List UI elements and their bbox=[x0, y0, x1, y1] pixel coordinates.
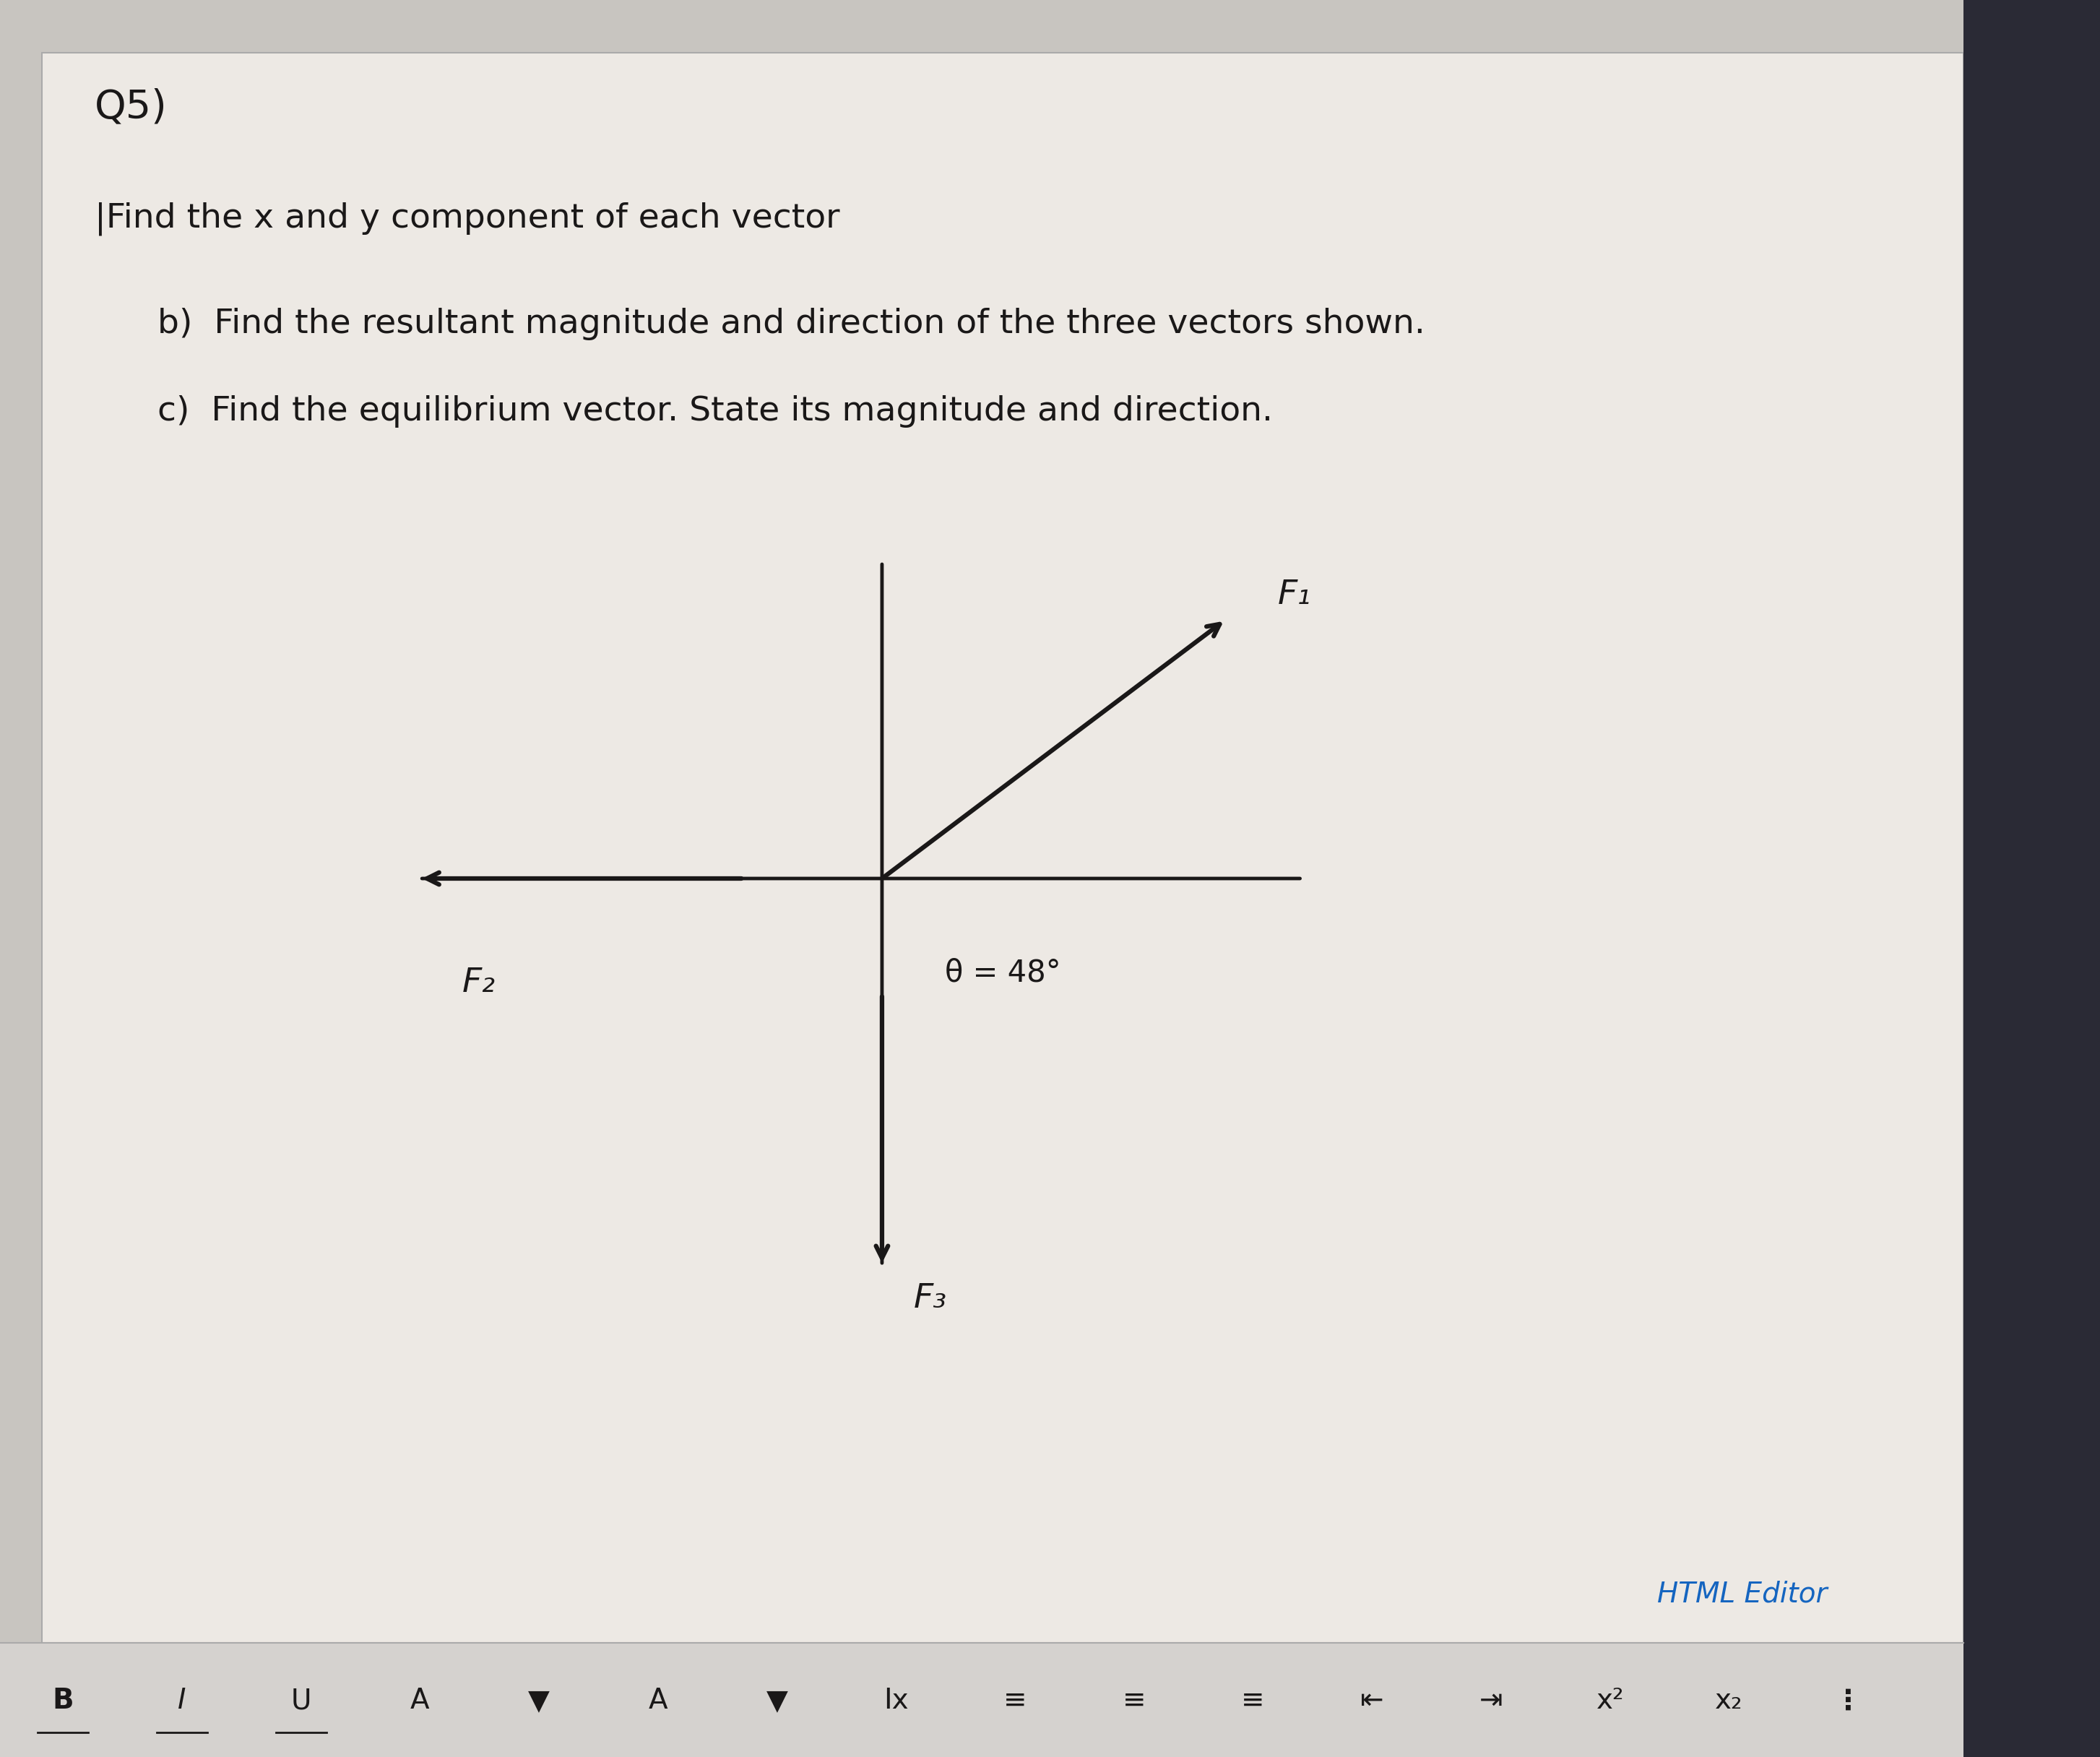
Text: x₂: x₂ bbox=[1716, 1687, 1743, 1715]
Text: ≡: ≡ bbox=[1241, 1687, 1264, 1715]
Text: |Find the x and y component of each vector: |Find the x and y component of each vect… bbox=[94, 202, 840, 235]
Text: F₂: F₂ bbox=[462, 966, 496, 1000]
Text: ≡: ≡ bbox=[1121, 1687, 1147, 1715]
Text: ▼: ▼ bbox=[767, 1687, 788, 1715]
Text: Ix: Ix bbox=[884, 1687, 909, 1715]
Text: A: A bbox=[410, 1687, 430, 1715]
Text: F₃: F₃ bbox=[914, 1283, 947, 1316]
FancyBboxPatch shape bbox=[1964, 0, 2100, 1757]
Text: ▼: ▼ bbox=[529, 1687, 550, 1715]
Text: B: B bbox=[52, 1687, 74, 1715]
Text: b)  Find the resultant magnitude and direction of the three vectors shown.: b) Find the resultant magnitude and dire… bbox=[158, 307, 1426, 341]
Text: ⋮: ⋮ bbox=[1833, 1687, 1863, 1715]
Text: U: U bbox=[290, 1687, 311, 1715]
Text: θ = 48°: θ = 48° bbox=[945, 958, 1061, 987]
Text: c)  Find the equilibrium vector. State its magnitude and direction.: c) Find the equilibrium vector. State it… bbox=[158, 395, 1273, 429]
Text: ⇥: ⇥ bbox=[1478, 1687, 1504, 1715]
Text: HTML Editor: HTML Editor bbox=[1657, 1580, 1827, 1608]
Text: F₁: F₁ bbox=[1277, 578, 1310, 611]
Text: Q5): Q5) bbox=[94, 88, 168, 127]
Text: ⇤: ⇤ bbox=[1361, 1687, 1384, 1715]
FancyBboxPatch shape bbox=[0, 1643, 1964, 1757]
FancyBboxPatch shape bbox=[42, 53, 1964, 1643]
Text: ≡: ≡ bbox=[1004, 1687, 1027, 1715]
Text: A: A bbox=[649, 1687, 668, 1715]
Text: x²: x² bbox=[1596, 1687, 1623, 1715]
Text: I: I bbox=[179, 1687, 187, 1715]
